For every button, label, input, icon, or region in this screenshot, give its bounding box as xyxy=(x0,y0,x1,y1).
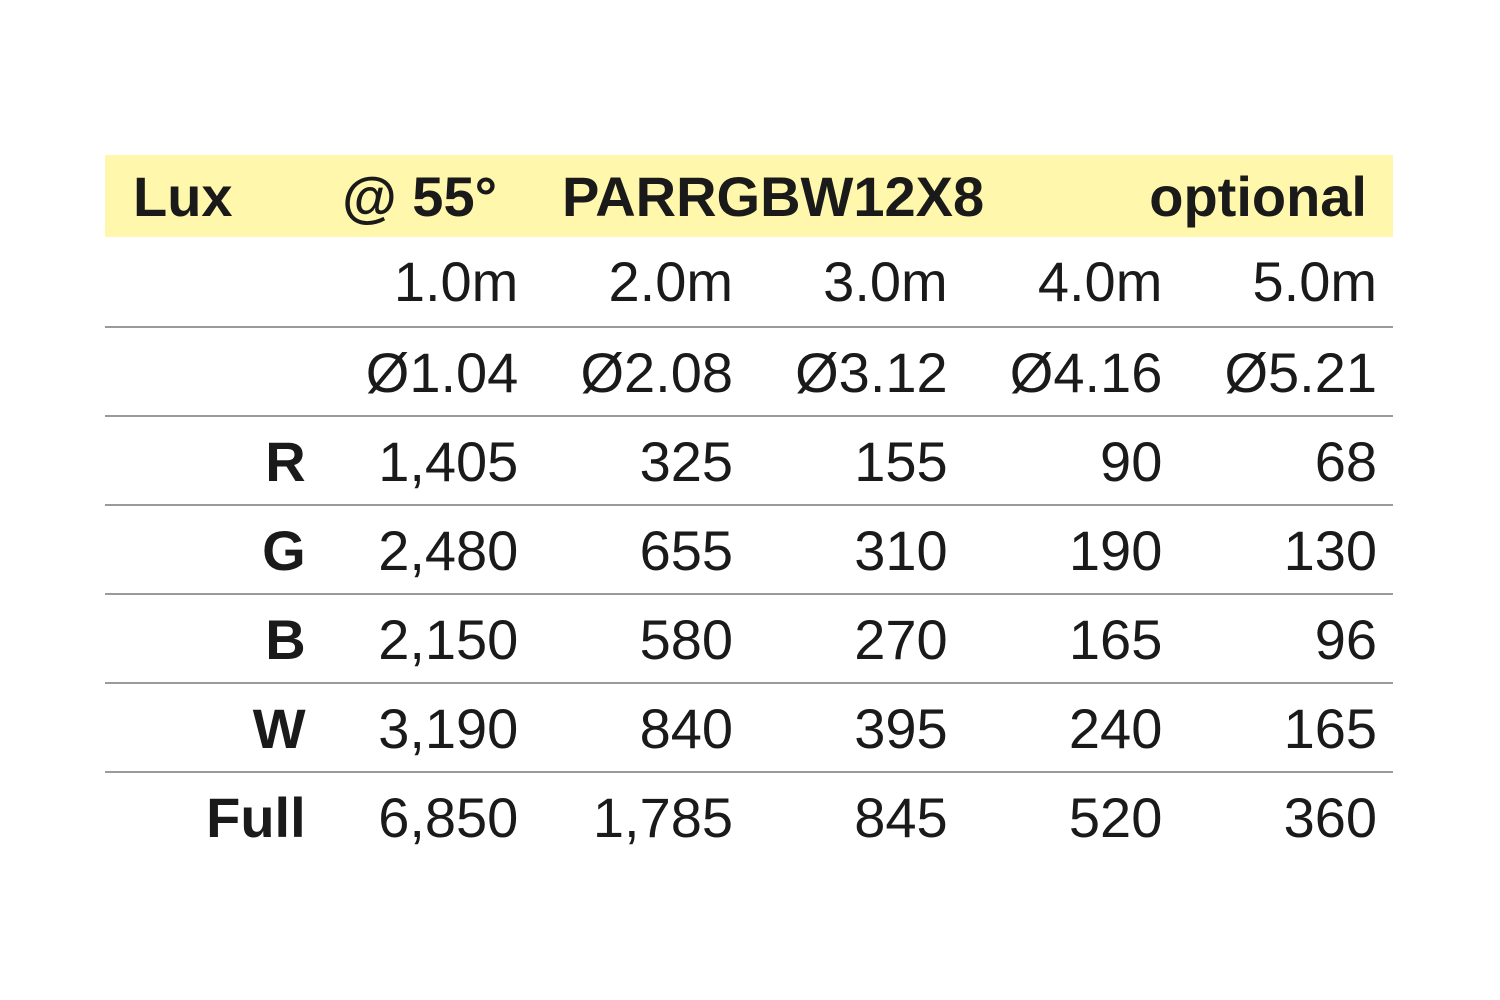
lux-value-cell: 68 xyxy=(1314,430,1378,493)
header-lux-label: Lux xyxy=(133,165,233,228)
lux-value-cell: 395 xyxy=(854,697,948,760)
diameter-cell: Ø2.08 xyxy=(580,341,733,404)
row-label: G xyxy=(262,519,306,582)
distance-cell: 4.0m xyxy=(1037,250,1163,313)
header-beam-angle: @ 55° xyxy=(342,165,497,228)
lux-value-cell: 310 xyxy=(854,519,948,582)
lux-value-cell: 1,405 xyxy=(378,430,519,493)
header-optional-note: optional xyxy=(1149,165,1367,228)
lux-value-cell: 3,190 xyxy=(378,697,519,760)
lux-value-cell: 2,150 xyxy=(378,608,519,671)
table-row: G 2,480 655 310 190 130 xyxy=(105,504,1393,593)
lux-value-cell: 190 xyxy=(1068,519,1163,582)
diameter-cell: Ø3.12 xyxy=(795,341,948,404)
row-label-empty xyxy=(105,237,320,326)
lux-value-cell: 520 xyxy=(1068,786,1163,849)
lux-value-cell: 840 xyxy=(639,697,733,760)
row-label-empty xyxy=(105,328,320,415)
table-row: Full 6,850 1,785 845 520 360 xyxy=(105,771,1393,860)
diameter-row: Ø1.04 Ø2.08 Ø3.12 Ø4.16 Ø5.21 xyxy=(105,326,1393,415)
lux-value-cell: 270 xyxy=(854,608,948,671)
diameter-cell: Ø1.04 xyxy=(365,341,519,404)
lux-table: 1.0m 2.0m 3.0m 4.0m 5.0m Ø1.04 Ø2.08 Ø3.… xyxy=(105,237,1393,860)
distance-cell: 1.0m xyxy=(393,250,519,313)
distance-row: 1.0m 2.0m 3.0m 4.0m 5.0m xyxy=(105,237,1393,326)
row-label: W xyxy=(252,697,306,760)
distance-cell: 5.0m xyxy=(1252,250,1378,313)
diameter-cell: Ø5.21 xyxy=(1224,341,1378,404)
diameter-cell: Ø4.16 xyxy=(1009,341,1163,404)
lux-value-cell: 96 xyxy=(1314,608,1378,671)
lux-value-cell: 580 xyxy=(639,608,733,671)
table-header-band: Lux @ 55° PARRGBW12X8 optional xyxy=(105,155,1393,237)
lux-value-cell: 2,480 xyxy=(378,519,519,582)
row-label: B xyxy=(265,608,306,671)
lux-value-cell: 845 xyxy=(854,786,948,849)
lux-value-cell: 1,785 xyxy=(592,786,733,849)
lux-value-cell: 6,850 xyxy=(378,786,519,849)
lux-value-cell: 360 xyxy=(1283,786,1378,849)
table-row: R 1,405 325 155 90 68 xyxy=(105,415,1393,504)
lux-value-cell: 325 xyxy=(639,430,733,493)
header-model-name: PARRGBW12X8 xyxy=(562,165,985,228)
lux-value-cell: 130 xyxy=(1283,519,1378,582)
row-label: R xyxy=(265,430,306,493)
distance-cell: 2.0m xyxy=(608,250,734,313)
distance-cell: 3.0m xyxy=(823,250,948,313)
lux-value-cell: 90 xyxy=(1100,430,1163,493)
lux-value-cell: 165 xyxy=(1283,697,1378,760)
lux-value-cell: 655 xyxy=(639,519,733,582)
table-row: B 2,150 580 270 165 96 xyxy=(105,593,1393,682)
row-label: Full xyxy=(206,786,306,849)
lux-value-cell: 240 xyxy=(1068,697,1163,760)
lux-value-cell: 165 xyxy=(1068,608,1163,671)
lux-value-cell: 155 xyxy=(854,430,948,493)
table-row: W 3,190 840 395 240 165 xyxy=(105,682,1393,771)
